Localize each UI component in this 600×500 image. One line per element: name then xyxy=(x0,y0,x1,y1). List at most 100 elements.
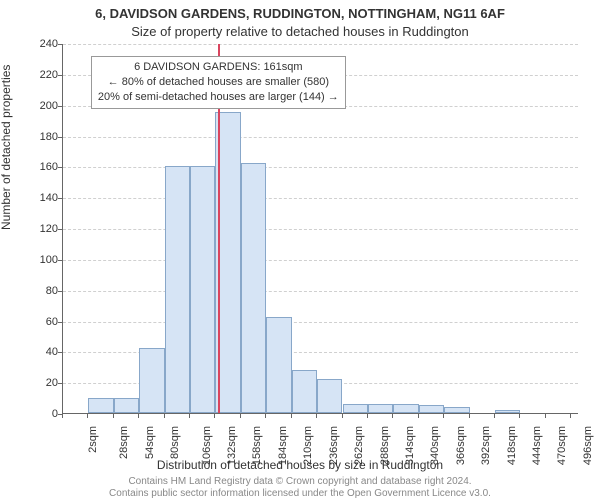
histogram-bar xyxy=(495,410,520,413)
y-tick-mark xyxy=(58,383,62,384)
y-tick-mark xyxy=(58,322,62,323)
x-tick-mark xyxy=(392,414,393,418)
y-tick-label: 220 xyxy=(22,69,58,81)
y-tick-label: 40 xyxy=(22,346,58,358)
annotation-box: 6 DAVIDSON GARDENS: 161sqm← 80% of detac… xyxy=(91,56,346,109)
histogram-bar xyxy=(114,398,139,413)
x-tick-mark xyxy=(164,414,165,418)
x-tick-label: 288sqm xyxy=(379,426,391,465)
y-tick-mark xyxy=(58,352,62,353)
plot-area: 6 DAVIDSON GARDENS: 161sqm← 80% of detac… xyxy=(62,44,578,414)
annotation-line: 6 DAVIDSON GARDENS: 161sqm xyxy=(98,60,339,75)
histogram-bar xyxy=(241,163,266,413)
histogram-bar xyxy=(266,317,291,413)
y-tick-mark xyxy=(58,44,62,45)
x-tick-mark xyxy=(113,414,114,418)
histogram-bar xyxy=(317,379,342,413)
x-tick-mark xyxy=(545,414,546,418)
x-tick-label: 496sqm xyxy=(582,426,594,465)
x-tick-label: 470sqm xyxy=(557,426,569,465)
y-tick-mark xyxy=(58,167,62,168)
x-tick-mark xyxy=(291,414,292,418)
x-tick-label: 184sqm xyxy=(277,426,289,465)
histogram-bar xyxy=(139,348,164,413)
x-tick-label: 262sqm xyxy=(353,426,365,465)
gridline xyxy=(63,260,578,261)
x-tick-label: 314sqm xyxy=(404,426,416,465)
x-tick-mark xyxy=(138,414,139,418)
y-tick-mark xyxy=(58,260,62,261)
x-tick-mark xyxy=(62,414,63,418)
chart-container: 6, DAVIDSON GARDENS, RUDDINGTON, NOTTING… xyxy=(0,0,600,500)
x-tick-mark xyxy=(418,414,419,418)
y-tick-mark xyxy=(58,106,62,107)
y-tick-label: 0 xyxy=(22,408,58,420)
x-tick-label: 366sqm xyxy=(455,426,467,465)
chart-title-main: 6, DAVIDSON GARDENS, RUDDINGTON, NOTTING… xyxy=(0,6,600,21)
x-tick-mark xyxy=(570,414,571,418)
gridline xyxy=(63,322,578,323)
annotation-line: 20% of semi-detached houses are larger (… xyxy=(98,90,339,105)
x-tick-label: 158sqm xyxy=(252,426,264,465)
histogram-bar xyxy=(88,398,113,413)
histogram-bar xyxy=(368,404,393,413)
x-tick-label: 444sqm xyxy=(531,426,543,465)
gridline xyxy=(63,44,578,45)
y-tick-mark xyxy=(58,198,62,199)
x-tick-mark xyxy=(316,414,317,418)
y-tick-label: 60 xyxy=(22,316,58,328)
histogram-bar xyxy=(343,404,368,413)
gridline xyxy=(63,198,578,199)
y-tick-mark xyxy=(58,75,62,76)
x-tick-label: 106sqm xyxy=(201,426,213,465)
x-tick-label: 392sqm xyxy=(480,426,492,465)
x-tick-mark xyxy=(519,414,520,418)
y-tick-label: 120 xyxy=(22,223,58,235)
x-tick-label: 236sqm xyxy=(328,426,340,465)
x-tick-mark xyxy=(367,414,368,418)
x-tick-mark xyxy=(469,414,470,418)
gridline xyxy=(63,291,578,292)
x-tick-mark xyxy=(189,414,190,418)
x-tick-mark xyxy=(342,414,343,418)
x-tick-label: 132sqm xyxy=(226,426,238,465)
y-tick-label: 180 xyxy=(22,131,58,143)
attribution: Contains HM Land Registry data © Crown c… xyxy=(0,476,600,500)
x-tick-mark xyxy=(214,414,215,418)
x-tick-label: 2sqm xyxy=(87,426,99,453)
attribution-line-1: Contains HM Land Registry data © Crown c… xyxy=(128,476,471,487)
histogram-bar xyxy=(165,166,190,413)
y-tick-label: 240 xyxy=(22,38,58,50)
y-tick-label: 160 xyxy=(22,161,58,173)
y-tick-label: 20 xyxy=(22,377,58,389)
x-tick-label: 340sqm xyxy=(429,426,441,465)
y-tick-mark xyxy=(58,137,62,138)
x-tick-mark xyxy=(443,414,444,418)
x-tick-mark xyxy=(265,414,266,418)
y-tick-mark xyxy=(58,229,62,230)
histogram-bar xyxy=(190,166,215,413)
gridline xyxy=(63,137,578,138)
x-tick-mark xyxy=(494,414,495,418)
y-tick-label: 140 xyxy=(22,192,58,204)
chart-title-sub: Size of property relative to detached ho… xyxy=(0,24,600,39)
histogram-bar xyxy=(292,370,317,413)
histogram-bar xyxy=(444,407,469,413)
gridline xyxy=(63,167,578,168)
annotation-line: ← 80% of detached houses are smaller (58… xyxy=(98,75,339,90)
attribution-line-2: Contains public sector information licen… xyxy=(109,488,491,499)
x-tick-label: 54sqm xyxy=(144,426,156,459)
histogram-bar xyxy=(393,404,418,413)
x-tick-label: 80sqm xyxy=(169,426,181,459)
histogram-bar xyxy=(419,405,444,413)
x-tick-mark xyxy=(240,414,241,418)
y-tick-label: 80 xyxy=(22,285,58,297)
gridline xyxy=(63,229,578,230)
x-tick-label: 210sqm xyxy=(302,426,314,465)
y-tick-mark xyxy=(58,291,62,292)
x-tick-mark xyxy=(87,414,88,418)
y-axis-label: Number of detached properties xyxy=(0,65,13,230)
x-tick-label: 28sqm xyxy=(118,426,130,459)
x-tick-label: 418sqm xyxy=(506,426,518,465)
y-tick-label: 100 xyxy=(22,254,58,266)
